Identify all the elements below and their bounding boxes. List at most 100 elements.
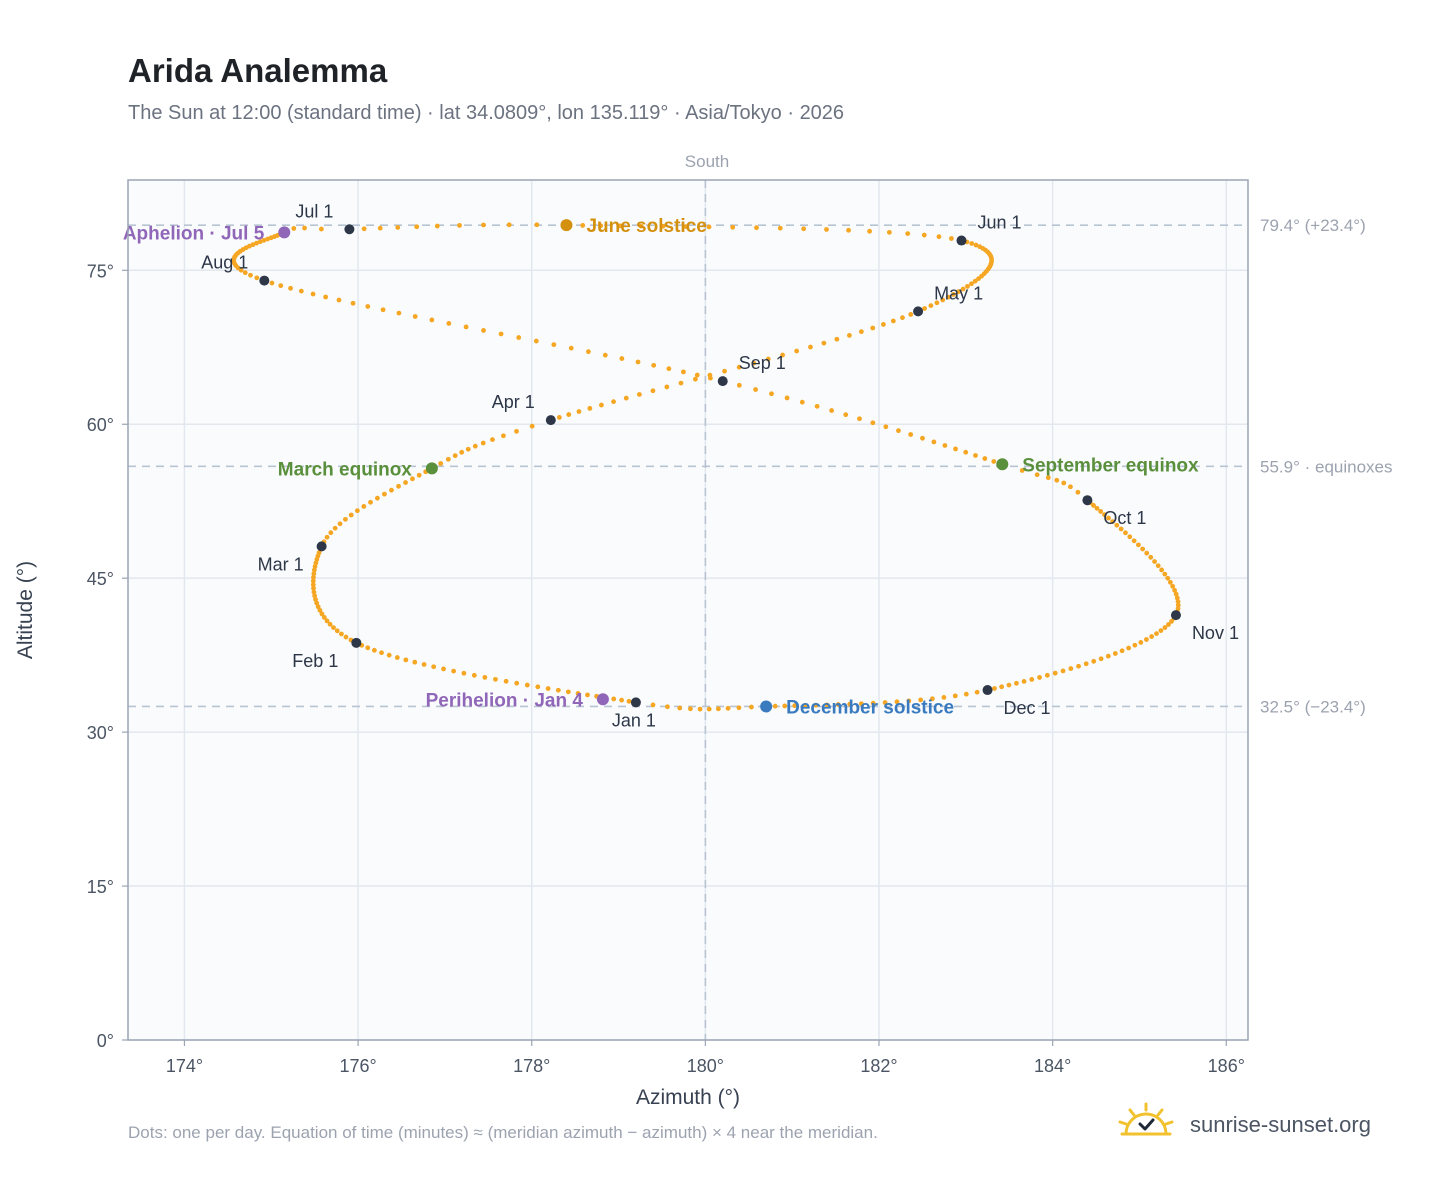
- daily-sun-dot: [870, 420, 876, 426]
- sun-logo-icon: [1118, 1102, 1174, 1136]
- daily-sun-dot: [324, 534, 330, 540]
- daily-sun-dot: [715, 706, 721, 712]
- daily-sun-dot: [1054, 477, 1060, 483]
- daily-sun-dot: [395, 225, 401, 230]
- daily-sun-dot: [1068, 484, 1073, 490]
- daily-sun-dot: [311, 567, 317, 573]
- daily-sun-dot: [389, 487, 394, 493]
- daily-sun-dot: [665, 704, 670, 710]
- daily-sun-dot: [1154, 631, 1159, 637]
- y-tick-label: 75°: [87, 261, 114, 281]
- daily-sun-dot: [1123, 530, 1128, 536]
- daily-sun-dot: [1091, 658, 1097, 664]
- daily-sun-dot: [451, 668, 457, 674]
- daily-sun-dot: [493, 676, 498, 682]
- daily-sun-dot: [918, 697, 924, 703]
- x-tick-label: 182°: [860, 1056, 897, 1076]
- daily-sun-dot: [1076, 663, 1081, 669]
- daily-sun-dot: [1094, 505, 1100, 511]
- daily-sun-dot: [792, 703, 798, 709]
- daily-sun-dot: [377, 225, 383, 231]
- daily-sun-dot: [942, 443, 948, 448]
- x-tick-label: 178°: [513, 1056, 550, 1076]
- month-marker-label: Aug 1: [201, 253, 248, 273]
- daily-sun-dot: [332, 525, 338, 531]
- daily-sun-dot: [890, 318, 896, 324]
- chart-subtitle: The Sun at 12:00 (standard time) · lat 3…: [128, 102, 845, 124]
- daily-sun-dot: [883, 424, 889, 430]
- daily-sun-dot: [374, 495, 380, 501]
- daily-sun-dot: [619, 697, 625, 703]
- daily-sun-dot: [802, 703, 808, 708]
- daily-sun-dot: [565, 689, 571, 695]
- daily-sun-dot: [516, 335, 522, 340]
- event-label: September equinox: [1022, 455, 1199, 476]
- month-marker-dot: [545, 415, 556, 426]
- daily-sun-dot: [431, 664, 437, 670]
- daily-sun-dot: [753, 387, 758, 392]
- daily-sun-dot: [835, 702, 841, 707]
- analemma-path: [231, 222, 1181, 712]
- daily-sun-dot: [481, 222, 486, 228]
- daily-sun-dot: [681, 369, 686, 375]
- daily-sun-dot: [394, 655, 400, 660]
- month-marker-dot: [717, 376, 728, 387]
- month-marker-label: Mar 1: [258, 554, 304, 574]
- daily-sun-dot: [412, 314, 418, 319]
- daily-sun-dot: [651, 362, 657, 368]
- daily-sun-dot: [1110, 519, 1116, 524]
- daily-sun-dot: [429, 317, 435, 323]
- daily-sun-dot: [396, 483, 401, 489]
- daily-sun-dot: [599, 402, 604, 408]
- daily-sun-dot: [1162, 625, 1168, 630]
- x-tick-label: 186°: [1208, 1056, 1245, 1076]
- daily-sun-dot: [441, 666, 446, 672]
- daily-sun-dot: [692, 376, 698, 382]
- daily-sun-dot: [908, 312, 914, 317]
- event-label: March equinox: [278, 459, 413, 480]
- daily-sun-dot: [1052, 670, 1058, 676]
- daily-sun-dot: [321, 615, 327, 620]
- daily-sun-dot: [857, 416, 862, 422]
- daily-sun-dot: [843, 412, 849, 418]
- daily-sun-dot: [992, 686, 997, 691]
- brand-name[interactable]: sunrise-sunset.org: [1190, 1112, 1371, 1137]
- daily-sun-dot: [380, 307, 386, 313]
- daily-sun-dot: [327, 621, 333, 627]
- daily-sun-dot: [611, 399, 616, 405]
- daily-sun-dot: [312, 593, 318, 599]
- daily-sun-dot: [381, 491, 387, 497]
- brand[interactable]: sunrise-sunset.org: [1118, 1100, 1398, 1150]
- daily-sun-dot: [951, 292, 956, 297]
- daily-sun-dot: [730, 224, 736, 230]
- daily-sun-dot: [587, 405, 593, 411]
- daily-sun-dot: [969, 241, 975, 246]
- daily-sun-dot: [963, 691, 969, 697]
- daily-sun-dot: [533, 338, 539, 344]
- month-marker-dot: [316, 541, 327, 552]
- daily-sun-dot: [412, 659, 418, 665]
- daily-sun-dot: [1127, 534, 1133, 540]
- daily-sun-dot: [749, 704, 754, 710]
- daily-sun-dot: [1014, 680, 1019, 686]
- daily-sun-dot: [765, 356, 771, 362]
- x-axis-label: Azimuth (°): [636, 1086, 740, 1109]
- month-marker-dot: [630, 697, 641, 708]
- daily-sun-dot: [336, 297, 342, 303]
- daily-sun-dot: [870, 325, 876, 331]
- daily-sun-dot: [459, 449, 465, 455]
- daily-sun-dot: [1091, 503, 1096, 508]
- daily-sun-dot: [900, 315, 905, 321]
- daily-sun-dot: [969, 281, 974, 287]
- daily-sun-dot: [664, 384, 670, 390]
- daily-sun-dot: [361, 504, 367, 509]
- daily-sun-dot: [1126, 645, 1132, 651]
- daily-sun-dot: [1148, 554, 1154, 560]
- daily-sun-dot: [846, 227, 851, 233]
- daily-sun-dot: [777, 225, 783, 231]
- daily-sun-dot: [706, 224, 712, 230]
- daily-sun-dot: [940, 297, 946, 303]
- daily-sun-dot: [956, 289, 961, 295]
- daily-sun-dot: [403, 657, 409, 663]
